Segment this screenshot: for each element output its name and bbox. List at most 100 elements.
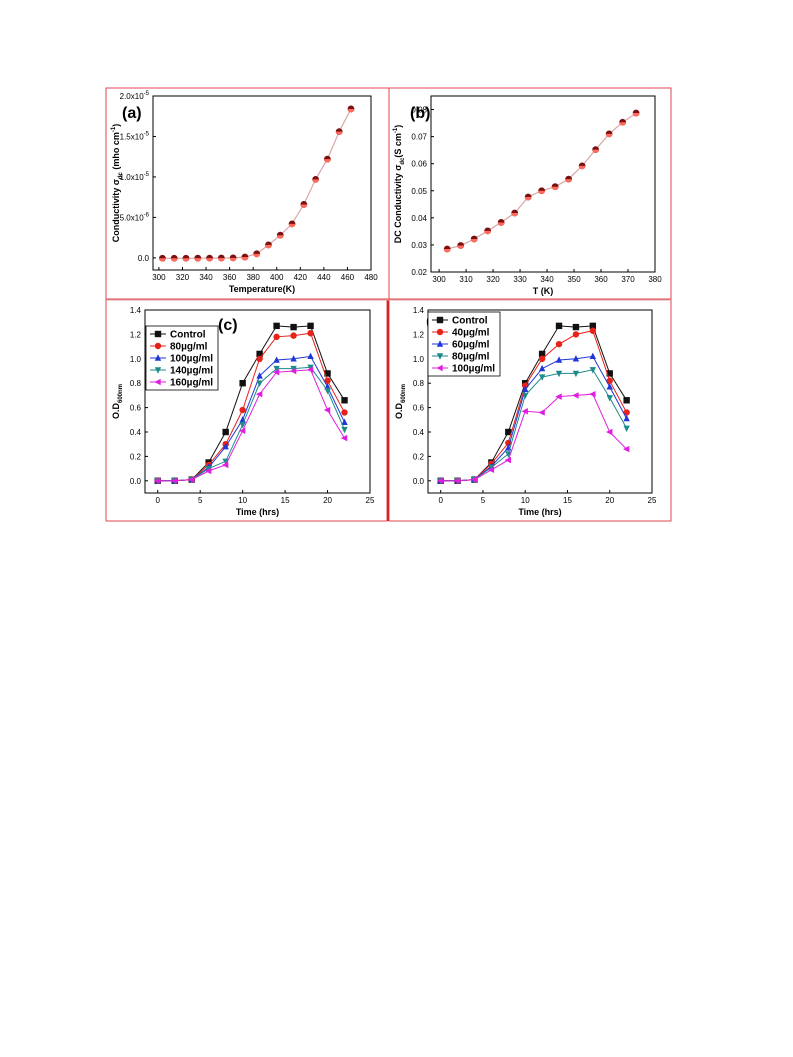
x-tick-label: 380 xyxy=(648,275,662,284)
y-tick-label: 0.8 xyxy=(130,379,142,388)
y-tick-label: 0.8 xyxy=(413,379,425,388)
y-tick-label: 0.4 xyxy=(413,428,425,437)
data-point xyxy=(307,329,314,337)
data-point xyxy=(307,352,314,360)
legend-marker xyxy=(436,364,443,372)
data-point xyxy=(555,370,563,378)
legend-marker xyxy=(154,330,162,338)
y-axis-label: DC Conductivity σdc(S cm-1) xyxy=(393,125,406,244)
y-tick-label: 0.07 xyxy=(411,133,427,142)
data-point xyxy=(272,369,280,376)
data-point xyxy=(241,253,249,261)
data-point xyxy=(623,397,630,404)
data-point xyxy=(273,333,280,341)
y-tick-label: 0.2 xyxy=(130,452,142,461)
data-point xyxy=(182,254,190,262)
data-point xyxy=(623,409,630,416)
y-axis-label: O.D600nm xyxy=(394,384,407,419)
data-point xyxy=(239,380,246,387)
data-point xyxy=(606,383,613,390)
data-point xyxy=(323,406,331,414)
data-point xyxy=(524,193,532,201)
y-tick-label: 1.5x10-5 xyxy=(120,131,150,141)
x-tick-label: 5 xyxy=(481,496,486,505)
data-point xyxy=(457,242,465,249)
data-point xyxy=(606,395,613,402)
x-axis-label: Time (hrs) xyxy=(518,507,561,517)
data-point xyxy=(341,409,348,416)
legend-marker xyxy=(154,354,162,361)
legend-entry: 80µg/ml xyxy=(170,342,208,353)
plot-area-a xyxy=(152,95,372,271)
data-point xyxy=(436,477,444,484)
data-point xyxy=(589,327,597,334)
data-point xyxy=(239,406,246,414)
series-160gml xyxy=(154,366,348,484)
x-tick-label: 10 xyxy=(521,496,530,505)
data-point xyxy=(555,340,563,348)
x-tick-label: 20 xyxy=(323,496,332,505)
data-point xyxy=(170,254,178,262)
data-point xyxy=(484,227,492,235)
x-axis-label: Time (hrs) xyxy=(236,507,279,517)
y-tick-label: 1.0x10-5 xyxy=(120,172,150,182)
data-point xyxy=(324,370,331,377)
x-tick-label: 10 xyxy=(238,496,247,505)
data-point xyxy=(239,421,246,429)
x-axis-label: T (K) xyxy=(533,286,554,296)
data-point xyxy=(222,458,229,465)
data-point xyxy=(522,385,529,392)
data-point xyxy=(300,201,308,208)
data-point xyxy=(238,427,246,434)
plot-area-b xyxy=(430,95,656,273)
legend-entry: 60µg/ml xyxy=(452,340,490,351)
y-tick-label: 0.04 xyxy=(411,214,427,223)
x-tick-label: 420 xyxy=(294,273,308,282)
legend-entry: Control xyxy=(452,316,488,327)
legend-entry: 140µg/ml xyxy=(170,366,213,377)
data-point xyxy=(470,235,478,243)
data-point xyxy=(504,456,512,464)
data-point xyxy=(511,209,519,217)
data-point xyxy=(288,220,296,228)
series-line xyxy=(162,108,352,259)
data-point xyxy=(443,245,451,253)
x-tick-label: 370 xyxy=(621,275,635,284)
data-point xyxy=(470,476,478,483)
legend-marker xyxy=(436,316,444,324)
data-point xyxy=(273,356,280,363)
x-tick-label: 0 xyxy=(438,496,443,505)
x-tick-label: 460 xyxy=(341,273,355,282)
x-axis-label: Temperature(K) xyxy=(229,284,295,294)
x-tick-label: 320 xyxy=(176,273,190,282)
x-tick-label: 330 xyxy=(513,275,527,284)
chart-panel-a: 300 320 340 360 380 400 420 440 460 480 0.0 5.0x10-… xyxy=(111,91,378,294)
data-point xyxy=(538,187,546,195)
data-point xyxy=(256,355,263,362)
x-tick-label: 400 xyxy=(270,273,284,282)
data-point xyxy=(335,128,343,136)
legend-marker xyxy=(154,342,162,350)
y-tick-label: 1.4 xyxy=(413,306,425,315)
data-point xyxy=(521,408,528,415)
data-point xyxy=(497,219,505,226)
y-tick-label: 1.0 xyxy=(130,355,142,364)
data-point xyxy=(538,374,546,381)
data-point xyxy=(221,461,229,469)
data-point xyxy=(194,254,202,262)
x-tick-label: 15 xyxy=(563,496,572,505)
x-tick-label: 350 xyxy=(567,275,581,284)
x-tick-label: 20 xyxy=(605,496,614,505)
x-tick-label: 300 xyxy=(432,275,446,284)
data-point xyxy=(290,323,297,331)
data-point xyxy=(572,323,580,331)
legend-entry: 100µg/ml xyxy=(452,364,495,375)
data-point xyxy=(307,322,314,330)
data-point xyxy=(217,254,225,262)
x-tick-label: 340 xyxy=(540,275,554,284)
data-point xyxy=(341,397,348,404)
data-point xyxy=(289,367,297,375)
data-point xyxy=(290,332,297,339)
data-point xyxy=(341,418,348,425)
